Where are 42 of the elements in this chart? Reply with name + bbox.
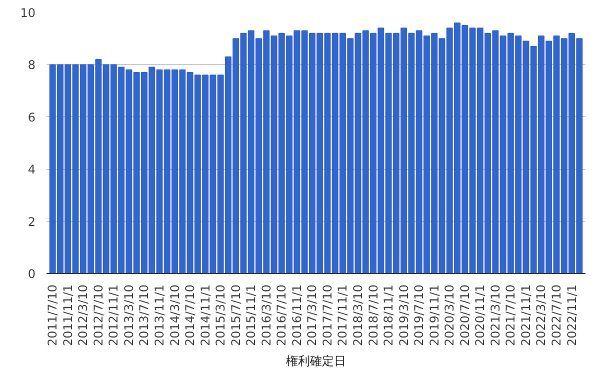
x-tick-label: 2011/11/1 [60, 284, 75, 346]
x-tick-label: 2015/7/10 [228, 284, 243, 346]
x-tick-label: 2011/7/10 [46, 284, 60, 346]
x-tick-label: 2019/7/10 [412, 284, 426, 346]
y-tick-label: 2 [28, 214, 36, 229]
x-tick-label: 2021/7/10 [504, 284, 518, 346]
x-tick-label: 2016/11/1 [290, 284, 304, 346]
x-tick-label: 2017/3/10 [305, 284, 320, 346]
x-tick-label: 2022/7/10 [549, 284, 564, 346]
x-tick-label: 2016/3/10 [259, 284, 274, 346]
x-tick-label: 2013/3/10 [122, 284, 136, 346]
x-tick-label: 2017/11/1 [336, 284, 350, 346]
y-tick-label: 4 [28, 162, 36, 177]
x-tick-label: 2017/7/10 [320, 284, 334, 346]
x-tick-label: 2020/11/1 [473, 284, 488, 346]
x-tick-label: 2018/11/1 [382, 284, 396, 346]
x-tick-label: 2019/3/10 [396, 284, 411, 346]
x-tick-label: 2012/3/10 [76, 284, 90, 346]
x-tick-label: 2020/7/10 [458, 284, 472, 346]
x-tick-label: 2015/3/10 [214, 284, 228, 346]
y-tick-label: 6 [28, 110, 36, 124]
x-tick-label: 2015/11/1 [244, 284, 258, 346]
x-tick-label: 2013/11/1 [152, 284, 166, 346]
x-tick-label: 2019/11/1 [427, 284, 442, 346]
x-tick-label: 2018/3/10 [350, 284, 365, 346]
x-tick-label: 2021/3/10 [488, 284, 502, 346]
x-tick-label: 2016/7/10 [274, 284, 289, 346]
y-tick-label: 10 [20, 6, 36, 20]
x-tick-label: 2014/11/1 [198, 284, 212, 346]
x-tick-label: 2012/11/1 [106, 284, 121, 346]
x-tick-label: 2020/3/10 [442, 284, 457, 346]
x-axis-title: 権利確定日 [286, 354, 346, 368]
y-tick-label: 0 [28, 267, 36, 281]
x-tick-label: 2022/3/10 [534, 284, 548, 346]
x-tick-label: 2018/7/10 [366, 284, 380, 346]
x-tick-label: 2014/7/10 [183, 284, 198, 346]
x-tick-label: 2021/11/1 [518, 284, 533, 346]
x-tick-label: 2014/3/10 [168, 284, 182, 346]
x-tick-label: 2013/7/10 [137, 284, 152, 346]
y-tick-label: 8 [28, 58, 36, 72]
x-tick-label: 2012/7/10 [91, 284, 106, 346]
x-tick-label: 2022/11/1 [564, 284, 579, 346]
